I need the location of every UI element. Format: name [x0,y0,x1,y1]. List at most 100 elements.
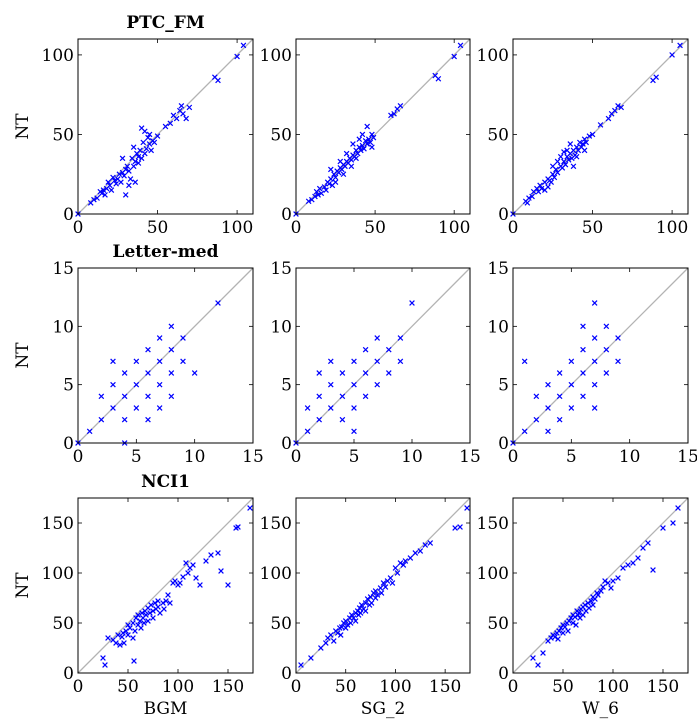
chart-7-point-55 [203,558,209,564]
chart-8-point-15 [344,622,351,628]
chart-3-point-32 [581,136,588,143]
chart-6-point-13 [568,358,575,365]
chart-3-point-52 [615,102,621,109]
chart-9-point-17 [568,615,574,621]
chart-9-point-13 [562,624,568,630]
chart-7-point-41 [163,598,169,604]
chart-8-point-3 [323,640,329,646]
chart-2-point-7 [318,190,325,197]
chart-2-point-58 [451,53,458,60]
chart-9-point-9 [556,628,562,634]
chart-5-point-16 [362,370,369,376]
chart-1-point-6 [100,187,107,193]
chart-8-point-18 [348,612,355,618]
chart-8-point-37 [374,592,381,598]
chart-3-point-4 [529,193,535,200]
chart-4-point-23 [168,370,175,376]
chart-7-point-6 [117,642,123,648]
chart-4-point-25 [168,393,175,400]
chart-4: 00 5 5 10 10 15 15 Letter-med NT [13,242,264,467]
chart-8-point-57 [464,505,470,511]
chart-9-point-50 [640,545,646,551]
chart-1-point-41 [122,192,129,198]
chart-5-point-6 [327,405,334,411]
chart-5-point-17 [362,393,369,400]
chart-1-point-46 [135,160,142,166]
chart-1-point-16 [116,171,123,178]
chart-6-point-7 [545,428,551,435]
chart-9-x-tick-label-2: 100 [597,677,629,697]
chart-7-point-10 [123,628,129,634]
chart-3-point-49 [605,115,612,122]
chart-2-point-53 [391,110,397,117]
chart-5-point-14 [351,358,357,365]
chart-8-point-56 [457,524,463,530]
chart-9-point-48 [630,560,636,566]
chart-8-point-2 [318,645,324,651]
chart-1-point-19 [121,172,127,179]
chart-1-point-50 [167,120,174,127]
chart-3-point-41 [554,158,561,165]
chart-1-point-36 [148,147,155,154]
chart-1-point-52 [173,115,180,122]
chart-8-point-17 [347,620,354,626]
chart-1-point-44 [141,128,148,135]
chart-9-point-40 [600,584,606,590]
chart-5-x-tick-label-1: 5 [349,447,360,467]
chart-8-x-tick-label-3: 150 [429,677,461,697]
chart-5-point-11 [339,370,346,376]
chart-3-point-55 [653,74,660,81]
chart-5-y-tick-label-3: 15 [270,259,292,279]
chart-8-point-47 [397,560,404,566]
chart-7-point-48 [180,574,186,580]
chart-9-point-11 [560,630,566,636]
chart-7-point-18 [133,615,139,621]
chart-6-diagonal-line [512,267,689,444]
chart-7-x-tick-label-1: 50 [117,677,139,697]
chart-5-point-2 [304,405,311,411]
chart-2-point-32 [359,142,366,149]
chart-4-point-17 [145,416,151,423]
chart-4-point-12 [133,405,140,411]
chart-2-point-34 [362,137,369,144]
chart-3-diagonal-line [512,38,689,215]
chart-3-point-37 [561,149,567,155]
chart-6-point-16 [580,393,586,400]
chart-5-point-25 [397,358,404,365]
chart-7-point-4 [113,640,119,646]
chart-9-point-44 [610,578,616,584]
chart-5-point-23 [385,370,392,376]
chart-9-point-43 [608,585,614,591]
chart-6-point-23 [603,370,610,376]
chart-3-point-16 [554,169,561,176]
chart-5-y-tick-label-2: 10 [270,317,292,337]
chart-3-point-34 [586,133,593,139]
chart-7-point-20 [135,612,141,618]
chart-2-point-31 [358,147,364,154]
chart-3-y-tick-label-0: 0 [498,205,509,225]
chart-9-point-16 [566,618,572,624]
chart-1-point-39 [154,133,161,139]
chart-2-x-tick-label-1: 50 [364,218,386,238]
chart-4-x-tick-label-1: 5 [131,447,142,467]
chart-5-point-9 [339,393,346,400]
chart-1-point-21 [124,163,131,170]
chart-9-point-1 [535,662,541,668]
chart-4-x-tick-label-3: 15 [242,447,264,467]
chart-1-point-30 [138,155,145,162]
chart-1-point-57 [186,104,193,111]
chart-9-point-32 [586,605,592,611]
chart-3-frame [512,38,689,215]
chart-8-point-50 [407,555,414,561]
chart-3-point-33 [583,139,590,146]
chart-7-point-16 [131,658,137,664]
chart-6-point-5 [545,405,551,411]
chart-5-point-12 [351,381,357,388]
chart-8-y-tick-label-1: 50 [270,614,292,634]
chart-8-point-41 [382,584,389,590]
chart-3-point-27 [573,144,580,151]
chart-6-point-11 [568,381,575,388]
chart-6: 00 5 5 10 10 15 15 [487,259,697,467]
chart-8-point-26 [358,602,365,608]
chart-7-point-40 [161,606,167,612]
